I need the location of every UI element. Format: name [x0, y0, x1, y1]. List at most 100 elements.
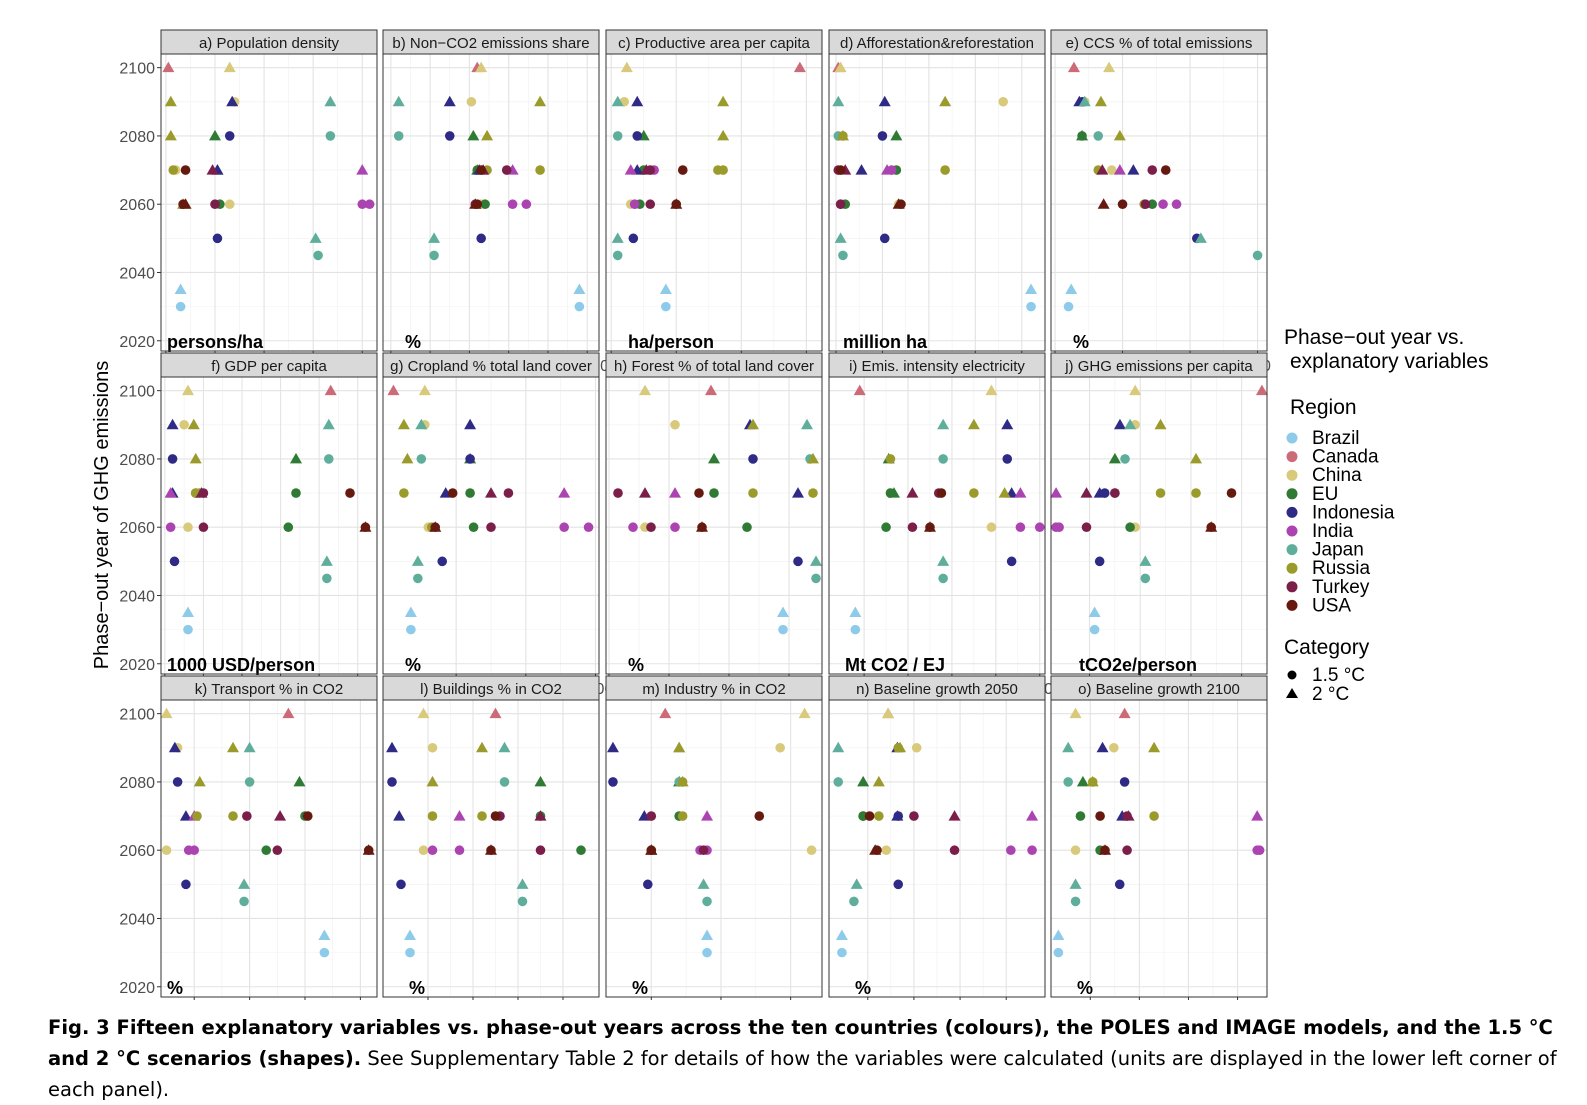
point-india-1-5c [628, 522, 638, 533]
point-japan-2c [850, 878, 863, 889]
point-india-1-5c [583, 522, 594, 533]
point-canada-2c [853, 384, 866, 396]
point-russia-1-5c [1149, 811, 1159, 821]
point-india-2c [1251, 810, 1264, 821]
point-japan-2c [834, 232, 847, 243]
point-indonesia-1-5c [212, 233, 223, 244]
panel-strip [828, 675, 1046, 701]
point-russia-2c [967, 418, 980, 430]
panel-strip [605, 675, 823, 701]
legend-item-brazil: Brazil [1286, 428, 1360, 449]
point-indonesia-2c [226, 95, 239, 107]
unit-label: % [632, 978, 648, 998]
legend-category-label: 1.5 °C [1312, 665, 1365, 686]
point-eu-1-5c [1147, 199, 1158, 210]
point-brazil-1-5c [405, 947, 415, 958]
unit-label: % [167, 978, 183, 998]
point-turkey-2c [1080, 487, 1093, 498]
point-china-2c [882, 707, 895, 719]
point-turkey-2c [534, 810, 547, 821]
point-russia-2c [939, 95, 952, 107]
point-japan-2c [1078, 95, 1091, 107]
y-tick-label: 2020 [119, 980, 155, 997]
point-usa-1-5c [694, 488, 704, 498]
point-japan-1-5c [1093, 131, 1104, 141]
point-russia-1-5c [168, 165, 179, 175]
y-tick-label: 2060 [119, 843, 155, 860]
point-indonesia-2c [1113, 418, 1126, 430]
point-china-1-5c [986, 522, 997, 533]
point-usa-2c [1205, 521, 1218, 532]
legend-label: China [1312, 465, 1362, 486]
point-india-2c [164, 487, 177, 498]
panel-title: l) Buildings % in CO2 [420, 681, 562, 698]
panel-strip [828, 29, 1046, 55]
panel-title: d) Afforestation&reforestation [840, 35, 1034, 52]
point-japan-2c [832, 95, 845, 107]
point-canada-2c [324, 384, 337, 396]
point-japan-2c [611, 232, 624, 243]
legend-swatch [1286, 432, 1298, 444]
point-russia-1-5c [969, 488, 979, 498]
legend-category-list: 1.5 °C2 °C [1286, 665, 1365, 705]
panel-title: c) Productive area per capita [618, 35, 810, 52]
point-eu-1-5c [283, 522, 294, 533]
panel-border [828, 376, 1046, 675]
panel-f-gdp-per-capita: f) GDP per capita01020304050202020402060… [119, 352, 378, 698]
point-china-2c [182, 384, 194, 396]
panel-title: n) Baseline growth 2050 [856, 681, 1018, 698]
panel-o-baseline-growth-2100: o) Baseline growth 21000100200300% [1050, 675, 1268, 1000]
point-indonesia-1-5c [893, 879, 904, 890]
point-indonesia-2c [606, 741, 619, 753]
panel-title: e) CCS % of total emissions [1066, 35, 1253, 52]
point-turkey-2c [639, 487, 651, 498]
point-canada-2c [387, 384, 400, 396]
point-japan-1-5c [702, 896, 712, 907]
point-turkey-1-5c [907, 522, 918, 533]
point-russia-2c [227, 741, 239, 753]
panel-d-afforestation-reforestation: d) Afforestation&reforestation020406080m… [828, 29, 1046, 375]
point-indonesia-1-5c [224, 131, 235, 141]
point-japan-1-5c [1252, 250, 1263, 261]
point-turkey-1-5c [501, 165, 512, 175]
point-china-2c [417, 707, 430, 719]
point-russia-2c [1154, 418, 1167, 430]
unit-label: ha/person [628, 332, 714, 352]
point-japan-1-5c [1120, 454, 1130, 464]
y-tick-label: 2040 [119, 588, 155, 605]
point-india-1-5c [165, 522, 176, 533]
point-russia-2c [1148, 741, 1161, 753]
point-usa-1-5c [345, 488, 355, 498]
unit-label: % [628, 655, 644, 675]
point-china-1-5c [911, 742, 922, 753]
legend-swatch [1286, 525, 1298, 537]
point-india-1-5c [670, 522, 680, 533]
side-title-line-2: explanatory variables [1290, 350, 1488, 373]
point-eu-2c [708, 452, 720, 464]
y-tick-label: 2100 [119, 61, 155, 78]
point-india-1-5c [629, 199, 640, 210]
panel-strip [382, 352, 600, 378]
panel-border [160, 699, 378, 998]
point-usa-1-5c [754, 811, 765, 821]
point-brazil-2c [318, 929, 331, 941]
panel-border [382, 376, 600, 675]
point-indonesia-1-5c [437, 556, 448, 567]
point-china-2c [620, 61, 633, 73]
legend: Phase−out year vs. explanatory variables… [1284, 326, 1488, 705]
point-eu-2c [293, 775, 306, 787]
point-canada-2c [659, 707, 672, 719]
point-turkey-1-5c [949, 845, 960, 856]
point-russia-1-5c [535, 165, 545, 175]
panel-i-emis-intensity-electricity: i) Emis. intensity electricity5010015020… [828, 352, 1053, 698]
point-russia-2c [189, 452, 202, 464]
point-china-1-5c [183, 522, 193, 533]
point-japan-2c [801, 418, 813, 430]
point-indonesia-1-5c [1006, 556, 1017, 567]
point-indonesia-2c [1001, 418, 1014, 430]
plot-area [383, 54, 599, 351]
point-canada-2c [793, 61, 806, 73]
panel-n-baseline-growth-2050: n) Baseline growth 2050050100150% [828, 675, 1046, 1000]
point-brazil-2c [835, 929, 848, 941]
point-russia-2c [998, 487, 1011, 498]
